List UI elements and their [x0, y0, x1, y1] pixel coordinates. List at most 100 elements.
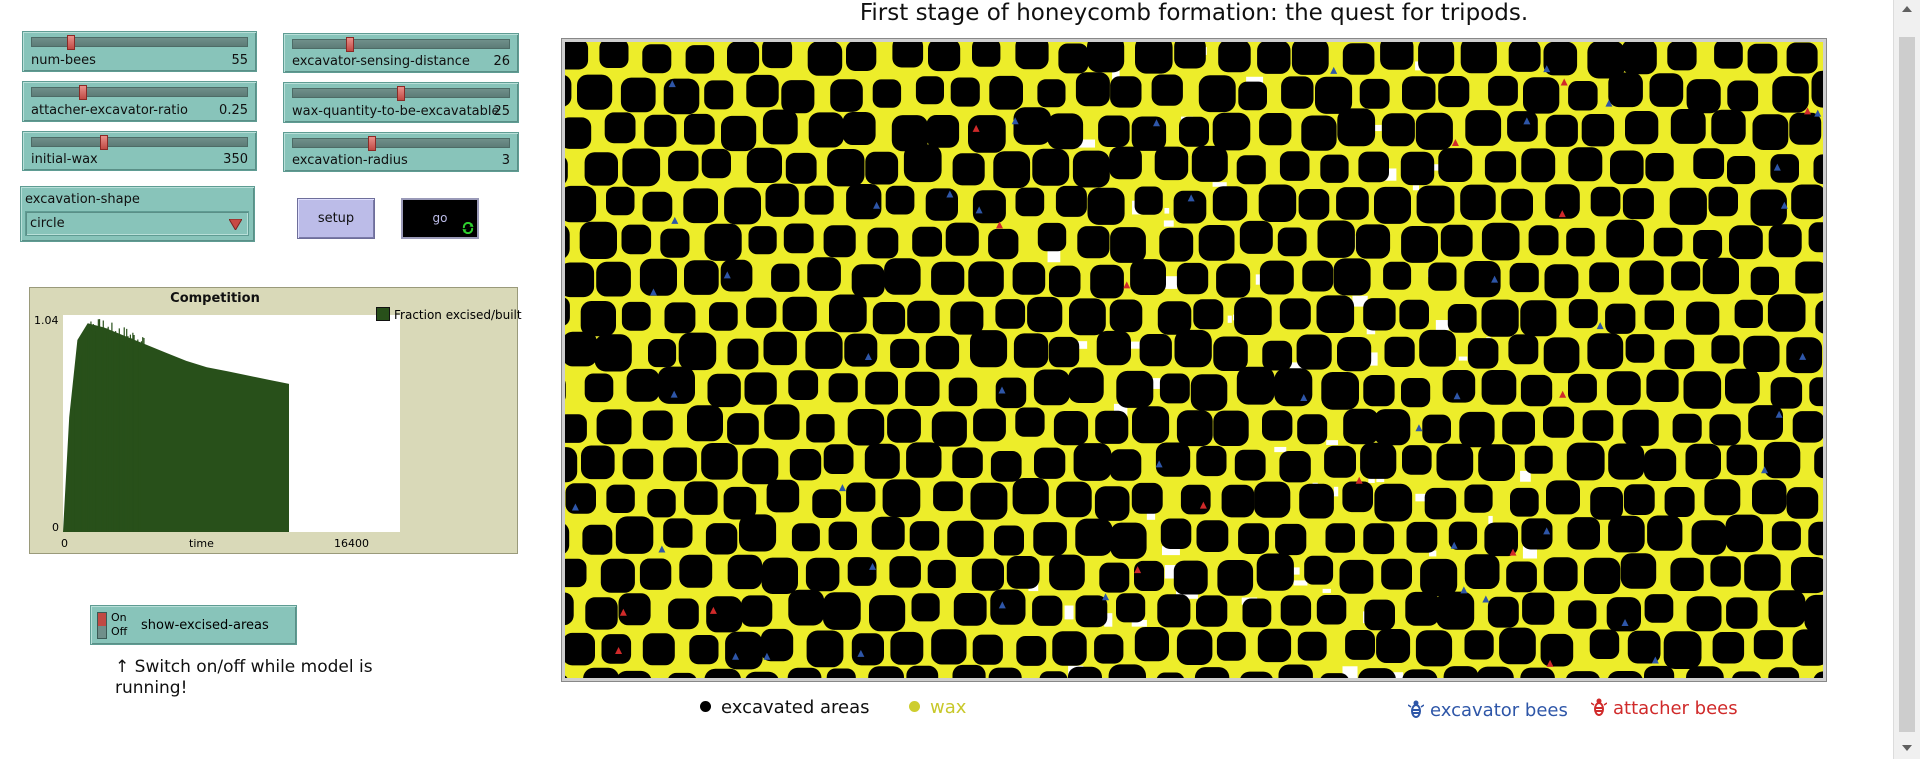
excavated-cell — [1254, 482, 1290, 518]
excavated-cell — [565, 332, 597, 367]
excavated-cell — [565, 42, 588, 70]
excavated-cell — [763, 110, 798, 145]
excavated-cell — [621, 78, 656, 113]
excavated-cell — [1459, 412, 1494, 447]
excavated-cell — [1191, 374, 1228, 411]
excavated-cell — [1262, 341, 1292, 371]
excavated-cell — [1650, 73, 1684, 107]
switch-toggle[interactable] — [97, 612, 107, 639]
legend-swatch — [376, 307, 390, 321]
excavated-cell — [728, 555, 762, 589]
switch-on-label: On — [111, 611, 127, 624]
excavated-cell — [1032, 596, 1062, 626]
slider-track[interactable] — [31, 137, 248, 147]
excavated-cell — [1318, 221, 1355, 258]
slider-track[interactable] — [31, 87, 248, 97]
slider-knob[interactable] — [79, 85, 87, 100]
slider-wax-quantity-to-be-excavatable[interactable]: wax-quantity-to-be-excavatable 25 — [283, 82, 519, 123]
world-view[interactable] — [561, 38, 1827, 682]
excavated-cell — [872, 517, 905, 550]
excavated-cell — [904, 144, 942, 182]
excavated-cell — [1049, 555, 1085, 591]
world-canvas[interactable] — [565, 42, 1823, 678]
setup-button[interactable]: setup — [297, 198, 375, 239]
excavated-cell — [1520, 300, 1556, 336]
excavated-cell — [1301, 116, 1336, 151]
excavator-bee — [658, 545, 665, 552]
slider-excavator-sensing-distance[interactable]: excavator-sensing-distance 26 — [283, 33, 519, 73]
excavated-cell — [1590, 630, 1620, 660]
scroll-up-arrow-icon[interactable] — [1902, 6, 1912, 12]
excavated-cell — [1260, 261, 1294, 295]
slider-num-bees[interactable]: num-bees 55 — [22, 31, 257, 72]
excavated-cell — [1645, 594, 1674, 623]
excavated-cell — [926, 115, 959, 148]
slider-knob[interactable] — [100, 135, 108, 150]
slider-initial-wax[interactable]: initial-wax 350 — [22, 131, 257, 171]
excavated-cell — [1014, 107, 1052, 145]
excised-patch — [1228, 316, 1232, 323]
show-excised-areas-switch[interactable]: On Off show-excised-areas — [90, 605, 297, 645]
excavation-shape-chooser[interactable]: excavation-shape circle — [20, 186, 255, 242]
slider-label: attacher-excavator-ratio — [31, 103, 188, 118]
excavated-cell — [1566, 228, 1595, 257]
switch-knob[interactable] — [98, 613, 106, 626]
excavated-cell — [886, 186, 915, 215]
vertical-scrollbar[interactable] — [1893, 0, 1920, 759]
excavated-cell — [1297, 335, 1332, 370]
excavated-cell — [667, 673, 697, 678]
excavated-cell — [1058, 44, 1088, 74]
excavated-cell — [1465, 554, 1500, 589]
excavated-cell — [1217, 632, 1246, 661]
legend-attacher-label: attacher bees — [1613, 698, 1738, 719]
excavated-cell — [1488, 76, 1518, 106]
excavated-cell — [705, 224, 742, 261]
excavated-cell — [807, 631, 844, 668]
slider-knob[interactable] — [346, 37, 354, 52]
go-button[interactable]: go — [401, 198, 479, 239]
switch-off-label: Off — [111, 625, 127, 638]
slider-knob[interactable] — [397, 86, 405, 101]
excavated-cell — [1791, 557, 1823, 593]
excavated-cell — [1645, 153, 1673, 181]
slider-track[interactable] — [31, 37, 248, 47]
excavated-cell — [1622, 42, 1657, 74]
excavated-cell — [1729, 225, 1763, 259]
excavated-cell — [1382, 113, 1415, 146]
excavated-cell — [565, 155, 568, 185]
scrollbar-thumb[interactable] — [1899, 37, 1915, 732]
excavated-cell — [1088, 188, 1125, 225]
slider-track[interactable] — [292, 138, 510, 148]
excavated-cell — [1054, 411, 1088, 445]
excavated-cell — [1015, 42, 1048, 69]
slider-knob[interactable] — [368, 136, 376, 151]
excavated-cell — [1049, 337, 1079, 367]
excavated-cell — [663, 448, 697, 482]
excavated-cell — [1032, 149, 1069, 186]
slider-knob[interactable] — [67, 35, 75, 50]
excavated-cell — [1786, 337, 1822, 373]
scroll-down-arrow-icon[interactable] — [1902, 745, 1912, 751]
excavated-cell — [1608, 444, 1644, 480]
excavated-cell — [1342, 482, 1373, 513]
slider-track[interactable] — [292, 39, 510, 49]
excavated-cell — [1363, 375, 1394, 406]
excavated-cell — [1152, 75, 1183, 106]
excavated-cell — [747, 148, 782, 183]
excavated-cell — [1624, 484, 1655, 515]
excavated-cell — [764, 404, 799, 439]
excavated-cell — [1501, 189, 1533, 221]
excavated-cell — [1259, 185, 1297, 223]
excavated-cell — [1815, 300, 1823, 333]
excavated-cell — [1583, 410, 1614, 441]
slider-attacher-excavator-ratio[interactable]: attacher-excavator-ratio 0.25 — [22, 81, 257, 122]
excavated-cell — [1710, 556, 1740, 586]
slider-excavation-radius[interactable]: excavation-radius 3 — [283, 132, 519, 172]
excavated-cell — [1476, 667, 1513, 678]
chooser-select[interactable]: circle — [25, 211, 249, 236]
excavated-cell — [1222, 485, 1255, 518]
excavated-cell — [1425, 488, 1457, 520]
excavated-cell — [664, 79, 700, 115]
excavated-cell — [684, 481, 718, 515]
excavated-cell — [1521, 148, 1555, 182]
